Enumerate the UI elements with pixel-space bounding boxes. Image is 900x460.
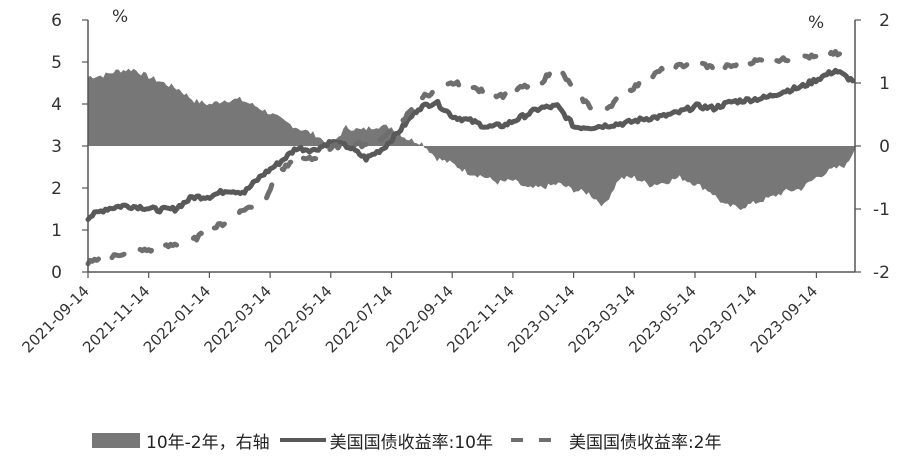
- right-tick-label: 1: [879, 74, 890, 94]
- legend-item-2y: 美国国债收益率:2年: [503, 428, 722, 453]
- yield-2y-line: [85, 49, 856, 267]
- right-axis-unit: %: [808, 13, 824, 33]
- left-axis-unit: %: [112, 7, 128, 27]
- left-tick-label: 6: [51, 11, 62, 31]
- left-tick-label: 4: [51, 95, 62, 115]
- yield-chart: 0123456-2-10122021-09-142021-11-142022-0…: [18, 7, 890, 356]
- right-tick-label: -2: [873, 263, 890, 283]
- yield-10y-line: [85, 67, 856, 222]
- right-tick-label: -1: [873, 200, 890, 220]
- legend-item-10y: 美国国债收益率:10年: [279, 428, 493, 453]
- legend-label-10y: 美国国债收益率:10年: [329, 432, 493, 453]
- legend: 10年-2年，右轴 美国国债收益率:10年 美国国债收益率:2年: [92, 427, 732, 453]
- spread-area: [88, 68, 856, 211]
- left-tick-label: 3: [51, 137, 62, 157]
- solid-line-swatch-icon: [279, 438, 326, 442]
- left-tick-label: 1: [51, 221, 62, 241]
- legend-item-spread: 10年-2年，右轴: [92, 428, 270, 453]
- right-tick-label: 2: [879, 11, 890, 31]
- legend-label-2y: 美国国债收益率:2年: [568, 432, 722, 453]
- area-swatch-icon: [92, 432, 140, 448]
- left-tick-label: 5: [51, 53, 62, 73]
- left-tick-label: 2: [51, 179, 62, 199]
- dashed-line-swatch-icon: [510, 438, 555, 442]
- spread-area-path: [88, 68, 856, 211]
- yield-lines: [85, 49, 856, 267]
- legend-label-spread: 10年-2年，右轴: [146, 432, 270, 453]
- right-tick-label: 0: [879, 137, 890, 157]
- left-tick-label: 0: [51, 263, 62, 283]
